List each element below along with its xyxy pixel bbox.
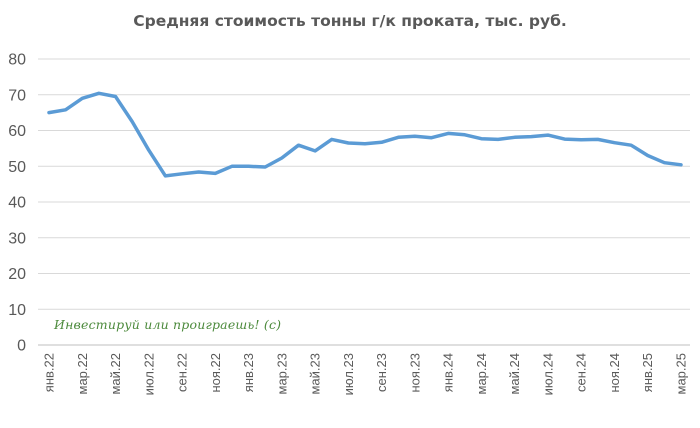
- data-point: [147, 148, 150, 152]
- data-point: [446, 132, 450, 135]
- x-tick-label: мар.24: [474, 353, 489, 394]
- data-point: [430, 136, 433, 139]
- data-point: [313, 149, 317, 153]
- data-point: [463, 133, 466, 136]
- watermark-text: Инвестируй или проиграешь! (с): [54, 317, 282, 332]
- data-point: [397, 136, 400, 139]
- y-axis-ticks: 0 10 20 30 40 50 60 70 80: [8, 52, 26, 355]
- data-point: [214, 172, 217, 175]
- x-tick-label: сен.23: [374, 353, 389, 392]
- data-point: [197, 170, 200, 174]
- y-tick-label: 20: [8, 266, 26, 283]
- x-tick-label: ноя.23: [407, 353, 422, 393]
- x-tick-label: янв.25: [640, 353, 655, 392]
- data-point: [164, 174, 167, 178]
- x-tick-label: ноя.22: [208, 353, 223, 393]
- data-point: [180, 172, 184, 175]
- y-tick-label: 40: [8, 195, 26, 212]
- data-point: [230, 165, 234, 168]
- data-point: [496, 138, 500, 141]
- data-point: [297, 143, 300, 147]
- data-point: [613, 141, 616, 144]
- gridlines: [38, 58, 690, 346]
- data-point: [264, 165, 267, 169]
- x-tick-label: ноя.24: [607, 353, 622, 393]
- y-tick-label: 10: [8, 302, 26, 319]
- x-tick-label: июл.22: [141, 353, 156, 395]
- chart-title: Средняя стоимость тонны г/к проката, тыс…: [133, 12, 567, 30]
- y-tick-label: 70: [8, 87, 26, 104]
- data-point: [563, 137, 566, 141]
- x-tick-label: мар.23: [274, 353, 289, 394]
- data-point: [646, 154, 649, 157]
- x-tick-label: сен.22: [175, 353, 190, 392]
- y-tick-label: 0: [17, 338, 26, 355]
- data-point: [596, 138, 600, 141]
- data-point: [47, 111, 51, 114]
- data-point: [380, 141, 383, 144]
- data-point: [629, 143, 633, 147]
- data-point: [247, 165, 250, 168]
- y-tick-label: 80: [8, 52, 26, 69]
- data-point: [280, 156, 284, 160]
- series-line-0: [47, 91, 683, 178]
- x-tick-label: янв.23: [241, 353, 256, 392]
- x-tick-label: янв.22: [42, 353, 57, 392]
- y-tick-label: 50: [8, 159, 26, 176]
- y-tick-label: 30: [8, 230, 26, 247]
- x-tick-label: июл.24: [540, 353, 555, 395]
- data-point: [97, 92, 101, 95]
- data-point: [413, 135, 417, 138]
- x-tick-label: сен.24: [574, 353, 589, 392]
- data-point: [663, 161, 666, 164]
- data-point: [330, 138, 333, 141]
- data-point: [64, 108, 67, 111]
- data-point: [580, 138, 583, 141]
- data-point: [530, 135, 533, 138]
- x-tick-label: июл.23: [341, 353, 356, 395]
- data-point: [513, 136, 516, 139]
- series-layer: [47, 91, 683, 178]
- x-tick-label: мар.25: [674, 353, 689, 394]
- x-tick-label: май.22: [108, 353, 123, 395]
- data-point: [81, 97, 84, 100]
- x-tick-label: янв.24: [441, 353, 456, 392]
- x-tick-label: май.24: [507, 353, 522, 395]
- x-axis-ticks: янв.22 мар.22 май.22 июл.22 сен.22 ноя.22 янв.…: [42, 353, 689, 395]
- data-point: [480, 137, 483, 140]
- data-point: [363, 142, 367, 145]
- x-tick-label: май.23: [308, 353, 323, 395]
- data-point: [130, 120, 134, 123]
- data-point: [679, 163, 683, 167]
- data-point: [347, 141, 350, 145]
- y-tick-label: 60: [8, 123, 26, 140]
- data-point: [114, 95, 117, 98]
- data-point: [546, 133, 550, 137]
- x-tick-label: мар.22: [75, 353, 90, 394]
